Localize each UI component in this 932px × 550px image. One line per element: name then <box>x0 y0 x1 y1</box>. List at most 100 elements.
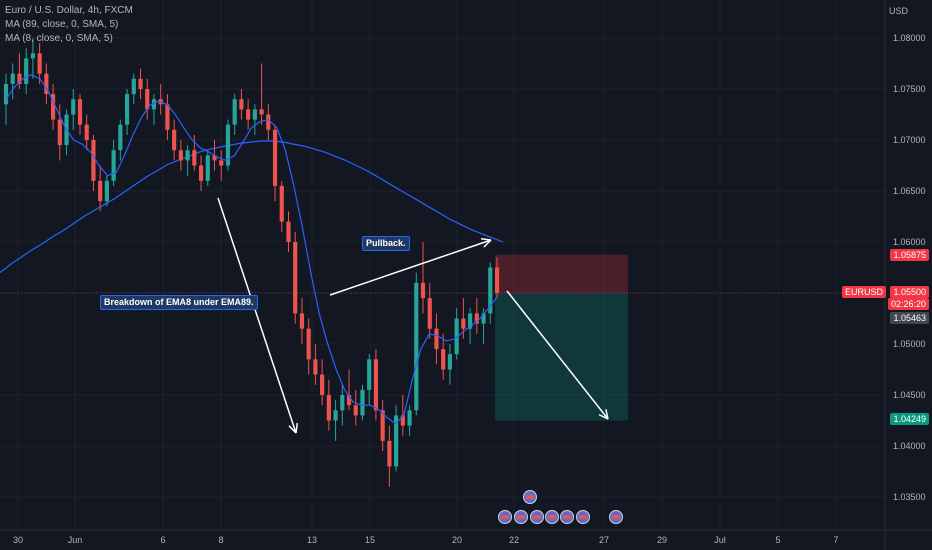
time-tick-label: 20 <box>452 535 462 545</box>
candle-body <box>306 328 311 360</box>
downtrend-arrow-head <box>295 422 299 434</box>
candle-body <box>3 83 9 105</box>
time-tick-label: Jun <box>68 535 83 545</box>
event-flag-icon <box>501 515 509 519</box>
candle-body <box>252 109 257 120</box>
candle-body <box>131 78 136 95</box>
downtrend-arrow <box>217 197 297 434</box>
candle-body <box>474 313 479 324</box>
candle-body <box>198 165 204 181</box>
candle-body <box>488 267 493 314</box>
candle-body <box>387 440 392 467</box>
candle-body <box>212 155 217 161</box>
ma8-layer <box>5 74 498 425</box>
candle-body <box>400 415 405 426</box>
pullback-arrow-head <box>483 239 492 248</box>
ma89-line <box>0 140 504 274</box>
event-flag-icon <box>526 495 534 499</box>
stop-loss-zone <box>495 254 628 293</box>
candle-body <box>259 109 264 115</box>
candle-body <box>353 405 358 416</box>
candle-body <box>346 395 352 406</box>
candle-body <box>407 410 412 426</box>
candle-body <box>494 267 500 293</box>
candle-body <box>44 73 49 95</box>
position-zones <box>0 254 885 421</box>
candle-body <box>178 150 183 161</box>
event-flag-icon <box>612 515 620 519</box>
candle-body <box>91 140 96 181</box>
candle-body <box>367 359 372 390</box>
pullback-note[interactable]: Pullback. <box>362 236 410 251</box>
event-flag-icon <box>579 515 587 519</box>
time-tick-label: 6 <box>160 535 165 545</box>
candle-body <box>77 99 83 125</box>
symbol-badge: EURUSD <box>841 286 886 298</box>
current-price-badge: 1.05500 <box>890 286 929 298</box>
candle-body <box>420 282 426 299</box>
time-tick-label: 8 <box>218 535 223 545</box>
time-tick-label: 13 <box>307 535 317 545</box>
price-tick-label: 1.03500 <box>893 492 926 502</box>
candle-body <box>313 359 318 375</box>
event-flag-icon <box>533 515 541 519</box>
candle-body <box>172 129 177 151</box>
ma89-legend[interactable]: MA (89, close, 0, SMA, 5) <box>5 19 119 30</box>
ma8-legend[interactable]: MA (8, close, 0, SMA, 5) <box>5 33 113 44</box>
candle-body <box>266 114 271 130</box>
time-tick-label: Jul <box>714 535 726 545</box>
candle-body <box>286 221 291 242</box>
candle-body <box>118 124 123 151</box>
price-tick-label: 1.08000 <box>893 33 926 43</box>
event-flag-icon <box>563 515 571 519</box>
candle-body <box>441 349 446 370</box>
downtrend-arrow-head <box>288 425 297 434</box>
price-tick-label: 1.07000 <box>893 135 926 145</box>
candle-body <box>98 180 103 202</box>
price-tick-label: 1.07500 <box>893 84 926 94</box>
candle-body <box>24 58 29 84</box>
candle-body <box>427 298 432 329</box>
time-tick-label: 30 <box>13 535 23 545</box>
candle-body <box>71 99 76 115</box>
pullback-arrow-head <box>480 238 492 241</box>
price-tick-label: 1.06500 <box>893 186 926 196</box>
pullback-arrow <box>329 239 492 296</box>
ma89-layer <box>0 140 504 274</box>
candle-body <box>394 415 399 467</box>
event-flag-icon <box>517 515 525 519</box>
candle-body <box>481 313 486 324</box>
candle-body <box>299 313 305 329</box>
candle-body <box>320 374 325 395</box>
candle-body <box>468 313 473 329</box>
candle-body <box>447 354 453 370</box>
candle-body <box>145 89 150 110</box>
candle-body <box>104 180 109 202</box>
candle-body <box>50 94 56 120</box>
price-axis: 1.08000 1.07500 1.07000 1.06500 1.06000 1.055… <box>884 0 926 550</box>
time-tick-label: 5 <box>775 535 780 545</box>
candle-body <box>205 155 210 181</box>
breakdown-note[interactable]: Breakdown of EMA8 under EMA89. <box>100 295 258 310</box>
price-tick-label: 1.04000 <box>893 441 926 451</box>
time-tick-label: 22 <box>509 535 519 545</box>
candle-body <box>192 150 197 166</box>
candle-body <box>279 185 284 222</box>
candle-body <box>111 150 116 181</box>
candle-body <box>333 410 338 421</box>
candle-body <box>151 99 157 110</box>
candle-body <box>17 73 22 84</box>
countdown-badge: 02:26:20 <box>887 298 929 310</box>
time-tick-label: 27 <box>599 535 609 545</box>
candle-body <box>326 395 331 421</box>
time-tick-label: 7 <box>833 535 838 545</box>
candle-body <box>138 78 143 89</box>
price-tick-label: 1.05000 <box>893 339 926 349</box>
price-tick-label: 1.06000 <box>893 237 926 247</box>
time-axis: 30 Jun 6 8 13 15 20 22 27 29 Jul 5 7 <box>0 529 932 545</box>
economic-events <box>498 490 623 524</box>
candle-body <box>225 124 231 166</box>
candle-body <box>293 242 298 314</box>
symbol-title: Euro / U.S. Dollar, 4h, FXCM <box>5 5 133 16</box>
